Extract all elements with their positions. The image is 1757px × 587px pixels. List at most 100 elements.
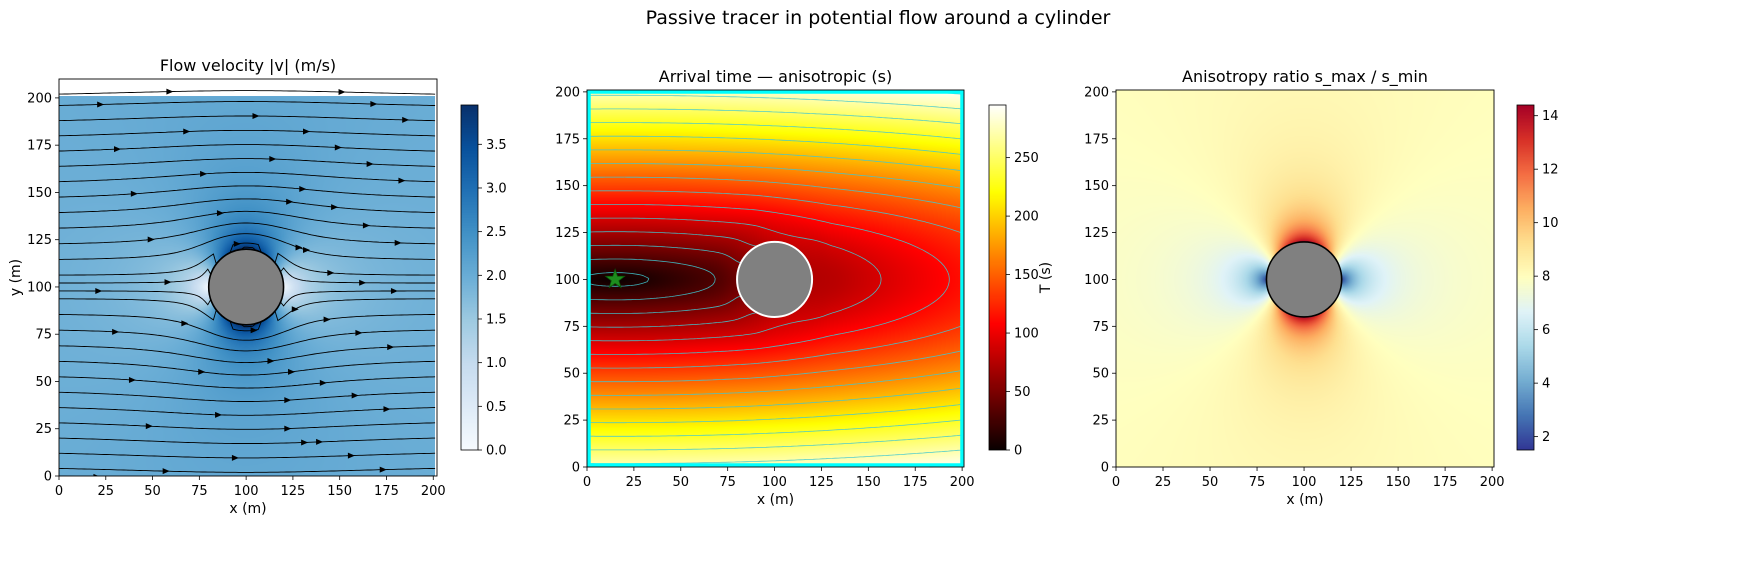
y-tick-label: 175	[27, 139, 52, 154]
domain-boundary	[587, 90, 964, 467]
streamline	[59, 345, 436, 364]
x-tick-label: 200	[950, 475, 975, 490]
streamline-arrow	[351, 392, 359, 399]
y-tick-label: 50	[1092, 367, 1109, 382]
streamline-arrow	[112, 328, 120, 335]
colorbar-tick-label: 1.5	[486, 312, 507, 327]
source-star-marker	[604, 268, 626, 289]
y-tick-label: 150	[27, 186, 52, 201]
y-tick-label: 50	[35, 375, 52, 390]
colorbar-tick-label: 0.0	[486, 444, 507, 459]
y-tick-label: 100	[27, 280, 52, 295]
colorbar-tick-label: 50	[1014, 385, 1031, 400]
colorbar: 2 4 6 8 10 12 14	[1516, 104, 1559, 451]
streamline-arrow	[286, 198, 294, 205]
streamline	[59, 290, 436, 328]
streamline-arrow	[338, 89, 346, 96]
y-tick-label: 75	[1092, 320, 1109, 335]
streamline	[59, 210, 436, 229]
streamline-arrow	[198, 368, 206, 375]
axes-frame	[586, 89, 965, 468]
x-tick-label: 0	[1112, 475, 1120, 490]
streamline-arrow	[347, 452, 355, 459]
y-tick-label: 75	[35, 328, 52, 343]
streamline	[59, 298, 436, 332]
panel-title: Flow velocity |v| (m/s)	[160, 56, 336, 75]
colorbar-tick-label: 0	[1014, 444, 1022, 459]
colorbar-gradient	[1517, 105, 1534, 450]
streamline	[59, 242, 436, 276]
colorbar-tick-label: 2.5	[486, 225, 507, 240]
x-tick-label: 50	[1202, 475, 1219, 490]
streamline-arrow	[359, 279, 367, 286]
streamline-arrow	[291, 306, 299, 313]
streamline-arrow	[147, 236, 155, 243]
x-tick-label: 25	[626, 475, 643, 490]
y-tick-label: 125	[27, 233, 52, 248]
streamline-arrow	[164, 279, 172, 286]
streamline-arrow	[394, 239, 402, 246]
streamline	[59, 360, 436, 376]
streamline-arrow	[288, 368, 296, 375]
streamline-arrow	[284, 425, 292, 432]
x-tick-label: 50	[144, 484, 161, 499]
colorbar-tick-label: 3.5	[486, 138, 507, 153]
x-tick-label: 0	[55, 484, 63, 499]
streamline-arrow	[216, 210, 224, 217]
x-tick-label: 50	[673, 475, 690, 490]
cylinder-obstacle	[736, 240, 814, 318]
x-tick-label: 125	[280, 484, 305, 499]
streamline-arrow	[398, 177, 406, 184]
streamline	[59, 185, 436, 198]
streamline-arrow	[303, 246, 311, 253]
y-tick-label: 100	[1084, 273, 1109, 288]
colorbar-tick-label: 1.0	[486, 356, 507, 371]
axes-frame	[1115, 89, 1495, 468]
streamline-arrow	[387, 344, 395, 351]
streamline-arrow	[95, 287, 103, 294]
x-axis-label: x (m)	[1286, 492, 1323, 508]
streamline-arrow	[303, 128, 311, 135]
colorbar-tick-label: 200	[1014, 210, 1039, 225]
y-tick-label: 25	[563, 414, 580, 429]
streamline-arrow	[355, 329, 363, 336]
streamline-arrow	[327, 269, 335, 276]
streamline-arrow	[97, 101, 105, 108]
streamline	[59, 171, 436, 183]
y-tick-label: 0	[572, 461, 580, 476]
streamline	[59, 115, 436, 122]
y-tick-label: 125	[555, 226, 580, 241]
x-tick-label: 175	[1433, 475, 1458, 490]
streamline-arrow	[114, 146, 122, 153]
x-tick-label: 200	[421, 484, 446, 499]
streamline-arrow	[128, 376, 136, 383]
x-tick-label: 150	[856, 475, 881, 490]
colorbar-label: T (s)	[1038, 262, 1054, 294]
streamline-arrow	[250, 327, 258, 334]
colorbar-tick-label: 14	[1542, 109, 1559, 124]
x-tick-label: 175	[374, 484, 399, 499]
panel-flow-velocity: 0 25 50 75 100 125 150 175 200 0 25 50 75 100 125 150 17…	[8, 56, 507, 517]
streamline	[59, 422, 436, 430]
colorbar: 0.0 0.5 1.0 1.5 2.0 2.5 3.0 3.5	[460, 104, 507, 459]
x-axis-label: x (m)	[757, 492, 794, 508]
colorbar-tick-label: 150	[1014, 268, 1039, 283]
streamline-arrow	[181, 320, 189, 327]
y-tick-label: 25	[1092, 414, 1109, 429]
panel-title: Anisotropy ratio s_max / s_min	[1182, 67, 1428, 87]
x-tick-label: 125	[1339, 475, 1364, 490]
colorbar-frame	[460, 104, 479, 451]
streamline-arrow	[281, 476, 288, 482]
x-tick-label: 25	[1155, 475, 1172, 490]
y-axis-label: y (m)	[8, 259, 24, 296]
y-tick-label: 150	[555, 179, 580, 194]
colorbar-gradient	[461, 105, 478, 450]
figure-suptitle: Passive tracer in potential flow around …	[646, 7, 1111, 29]
streamline-arrow	[299, 186, 307, 193]
streamline-arrow	[323, 316, 331, 323]
colorbar-tick-label: 12	[1542, 163, 1559, 178]
panel-anisotropy-ratio: 0 25 50 75 100 125 150 175 200 0 25 50 75 100 125 150 17…	[1084, 67, 1558, 508]
colorbar-tick-label: 8	[1542, 270, 1550, 285]
streamline-arrow	[366, 161, 374, 168]
